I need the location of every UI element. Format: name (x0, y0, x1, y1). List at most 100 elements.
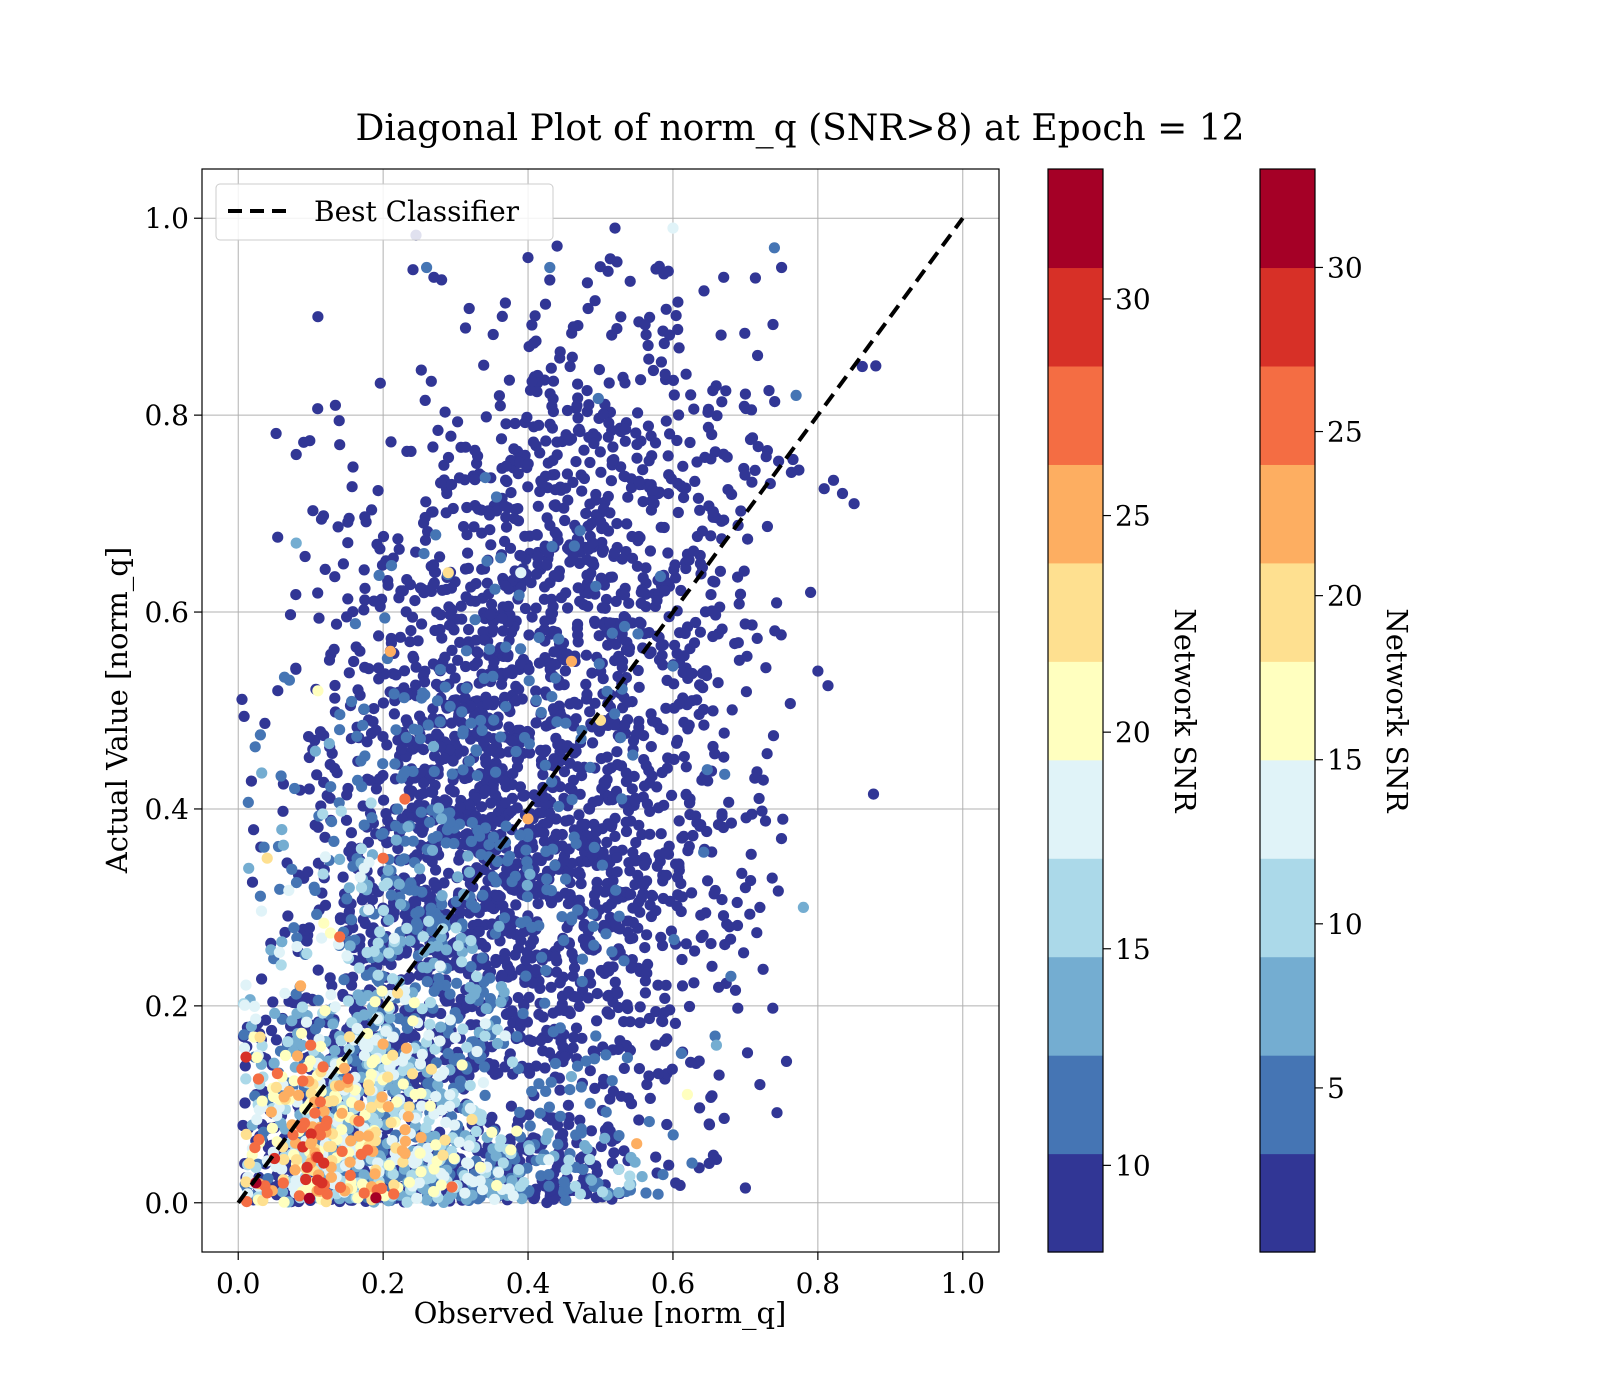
scatter-point (867, 788, 880, 800)
scatter-point (366, 894, 378, 906)
scatter-point (398, 692, 410, 704)
scatter-point (583, 399, 595, 411)
scatter-point (524, 1144, 536, 1156)
scatter-point (718, 271, 730, 283)
scatter-point (491, 1037, 504, 1050)
scatter-point (537, 1045, 549, 1057)
scatter-point (600, 593, 613, 606)
scatter-point (584, 456, 596, 469)
scatter-point (337, 558, 349, 570)
scatter-point (446, 604, 458, 616)
scatter-point (662, 265, 674, 277)
scatter-point (465, 835, 477, 848)
scatter-point (527, 436, 540, 448)
scatter-point (388, 708, 400, 720)
scatter-point (546, 776, 558, 788)
scatter-point (446, 768, 458, 780)
scatter-point (453, 472, 466, 484)
scatter-point (377, 852, 389, 864)
scatter-point (513, 1164, 525, 1176)
scatter-point (629, 879, 641, 891)
scatter-point (691, 456, 703, 468)
scatter-point (407, 1015, 419, 1027)
scatter-point (623, 1179, 636, 1191)
scatter-point (269, 1007, 281, 1020)
scatter-point (351, 730, 363, 743)
legend-entry-best-classifier: Best Classifier (314, 195, 520, 228)
scatter-point (499, 500, 511, 512)
scatter-point (576, 485, 588, 497)
scatter-point (409, 1031, 421, 1043)
scatter-point (675, 878, 687, 890)
colorbar-tick-label: 20 (1115, 716, 1151, 749)
scatter-point (383, 1159, 395, 1171)
scatter-point (523, 663, 535, 676)
scatter-point (524, 1120, 536, 1132)
scatter-point (739, 618, 751, 630)
scatter-point (655, 640, 667, 652)
scatter-point (638, 780, 651, 792)
scatter-point (633, 681, 645, 693)
scatter-point (430, 864, 442, 876)
scatter-point (576, 975, 588, 988)
scatter-point (602, 1121, 614, 1133)
scatter-point (334, 709, 346, 721)
scatter-point (424, 1100, 436, 1112)
y-tick-label: 0.4 (144, 793, 189, 826)
scatter-point (327, 1095, 340, 1107)
scatter-point (463, 798, 475, 811)
scatter-point (509, 870, 521, 882)
scatter-point (549, 672, 562, 684)
scatter-point (613, 1187, 625, 1199)
scatter-point (749, 772, 761, 784)
scatter-point (634, 1017, 646, 1029)
scatter-point (434, 623, 446, 636)
scatter-point (738, 565, 750, 577)
scatter-point (405, 625, 417, 637)
scatter-point (475, 801, 488, 813)
scatter-point (740, 402, 752, 415)
scatter-point (579, 935, 591, 947)
scatter-point (309, 884, 321, 897)
scatter-point (659, 1035, 671, 1047)
scatter-point (435, 813, 448, 825)
scatter-point (480, 757, 492, 769)
scatter-point (361, 736, 373, 748)
scatter-point (528, 337, 540, 349)
scatter-point (428, 765, 440, 778)
colorbar-segment (1260, 562, 1315, 662)
scatter-point (689, 475, 701, 487)
scatter-point (543, 1180, 555, 1192)
scatter-point (578, 920, 590, 932)
scatter-point (549, 526, 561, 539)
scatter-point (640, 1187, 652, 1199)
scatter-point (596, 859, 609, 871)
scatter-point (626, 783, 638, 795)
scatter-point (463, 866, 476, 878)
scatter-point (805, 586, 817, 599)
scatter-point (439, 681, 451, 693)
scatter-point (470, 744, 482, 756)
scatter-point (726, 704, 738, 716)
scatter-point (676, 953, 688, 966)
scatter-point (305, 1128, 317, 1140)
scatter-point (580, 507, 592, 520)
scatter-point (385, 436, 397, 448)
scatter-point (570, 402, 582, 414)
scatter-point (570, 456, 582, 468)
scatter-point (703, 1118, 715, 1130)
scatter-point (627, 749, 639, 761)
scatter-point (502, 651, 514, 663)
scatter-point (709, 748, 721, 760)
scatter-point (591, 1015, 603, 1027)
scatter-point (635, 374, 647, 386)
scatter-point (279, 987, 291, 1000)
scatter-point (325, 1141, 337, 1153)
scatter-point (663, 329, 676, 341)
scatter-point (665, 925, 678, 937)
scatter-point (495, 433, 508, 445)
scatter-point (290, 448, 302, 461)
scatter-point (668, 934, 680, 946)
scatter-point (258, 841, 270, 853)
